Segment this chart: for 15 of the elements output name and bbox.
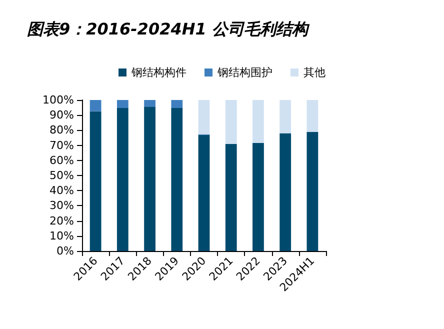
y-tick-label: 100% <box>42 94 74 106</box>
y-tick-label: 50% <box>50 169 74 182</box>
y-tick-label: 0% <box>56 244 74 258</box>
legend-label: 钢结构构件 <box>130 66 186 79</box>
y-tick-label: 90% <box>50 108 74 122</box>
y-tick-label: 70% <box>50 138 74 152</box>
chart-title: 图表9：2016-2024H1 公司毛利结构 <box>27 20 310 38</box>
y-tick-label: 60% <box>50 154 74 167</box>
y-tick-label: 30% <box>50 199 74 212</box>
y-tick-label: 10% <box>50 229 74 242</box>
legend-label: 其他 <box>304 66 326 79</box>
y-tick-label: 20% <box>50 214 74 228</box>
y-tick-label: 40% <box>50 184 74 198</box>
legend-label: 钢结构围护 <box>216 66 272 79</box>
y-tick-label: 80% <box>50 124 74 137</box>
